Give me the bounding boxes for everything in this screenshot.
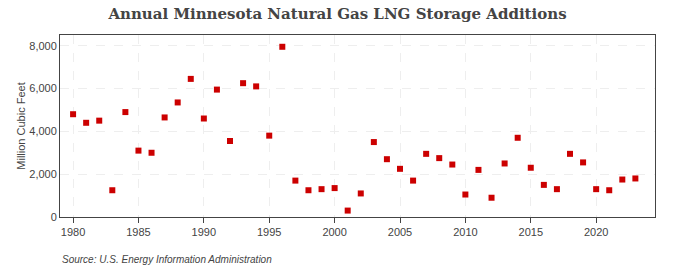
svg-text:2,000: 2,000 [29,168,57,180]
svg-text:2015: 2015 [519,226,543,238]
svg-text:1990: 1990 [192,226,216,238]
svg-text:1980: 1980 [61,226,85,238]
svg-text:4,000: 4,000 [29,125,57,137]
svg-text:2005: 2005 [388,226,412,238]
svg-text:1995: 1995 [257,226,281,238]
svg-text:Annual Minnesota Natural Gas L: Annual Minnesota Natural Gas LNG Storage… [107,5,566,23]
svg-text:8,000: 8,000 [29,40,57,52]
svg-text:6,000: 6,000 [29,82,57,94]
svg-text:1985: 1985 [126,226,150,238]
svg-text:Million Cubic Feet: Million Cubic Feet [15,82,27,169]
svg-text:2020: 2020 [584,226,608,238]
svg-text:0: 0 [51,211,57,223]
svg-text:2010: 2010 [453,226,477,238]
svg-text:2000: 2000 [322,226,346,238]
svg-text:Source: U.S. Energy Informatio: Source: U.S. Energy Information Administ… [62,254,272,265]
